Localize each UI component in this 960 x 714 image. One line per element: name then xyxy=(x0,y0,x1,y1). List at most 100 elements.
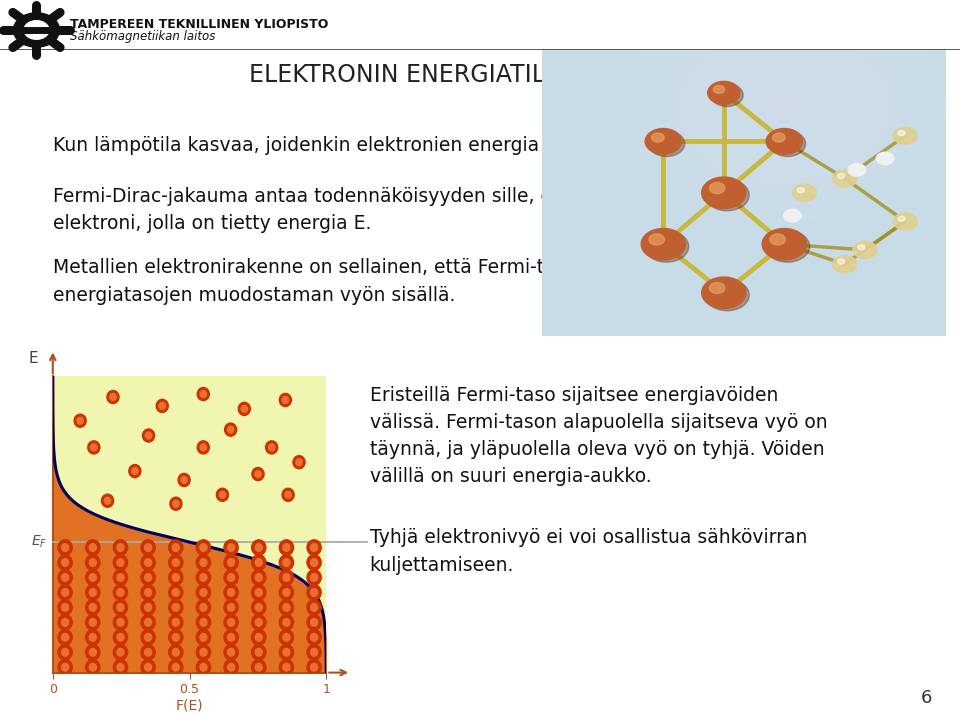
Circle shape xyxy=(837,259,845,264)
Circle shape xyxy=(61,603,69,611)
Circle shape xyxy=(255,558,262,566)
Circle shape xyxy=(200,618,207,626)
Circle shape xyxy=(117,618,124,626)
Circle shape xyxy=(85,660,100,675)
Circle shape xyxy=(169,540,183,555)
Circle shape xyxy=(255,573,262,581)
Circle shape xyxy=(228,588,234,596)
Circle shape xyxy=(145,588,152,596)
Circle shape xyxy=(762,228,806,260)
Circle shape xyxy=(228,618,234,626)
Circle shape xyxy=(169,630,183,645)
Circle shape xyxy=(792,184,817,201)
Circle shape xyxy=(652,133,664,142)
Circle shape xyxy=(172,543,180,551)
Circle shape xyxy=(282,396,289,403)
Circle shape xyxy=(145,573,152,581)
Circle shape xyxy=(172,603,180,611)
Circle shape xyxy=(113,540,128,555)
Circle shape xyxy=(255,648,262,656)
Circle shape xyxy=(310,558,318,566)
Circle shape xyxy=(252,585,266,600)
Circle shape xyxy=(172,588,180,596)
Circle shape xyxy=(61,543,69,551)
Circle shape xyxy=(310,588,318,596)
Circle shape xyxy=(113,585,128,600)
Circle shape xyxy=(169,570,183,585)
Circle shape xyxy=(283,663,290,671)
Circle shape xyxy=(241,406,248,413)
Circle shape xyxy=(219,491,226,498)
Circle shape xyxy=(279,393,292,406)
Circle shape xyxy=(310,573,318,581)
Circle shape xyxy=(254,471,261,478)
Circle shape xyxy=(142,429,155,442)
Circle shape xyxy=(58,645,72,660)
Circle shape xyxy=(224,660,238,675)
Circle shape xyxy=(310,543,318,551)
Circle shape xyxy=(61,633,69,641)
Circle shape xyxy=(61,588,69,596)
Circle shape xyxy=(283,588,290,596)
Circle shape xyxy=(89,588,96,596)
Circle shape xyxy=(117,558,124,566)
Circle shape xyxy=(255,663,262,671)
Circle shape xyxy=(173,501,180,507)
Circle shape xyxy=(228,603,234,611)
Circle shape xyxy=(255,543,262,551)
Circle shape xyxy=(644,231,688,262)
Circle shape xyxy=(196,630,210,645)
Circle shape xyxy=(58,630,72,645)
Circle shape xyxy=(113,600,128,615)
Circle shape xyxy=(89,573,96,581)
Circle shape xyxy=(196,660,210,675)
Circle shape xyxy=(169,660,183,675)
Circle shape xyxy=(113,630,128,645)
Circle shape xyxy=(283,603,290,611)
Circle shape xyxy=(172,633,180,641)
Circle shape xyxy=(179,473,190,486)
Circle shape xyxy=(61,663,69,671)
Circle shape xyxy=(141,585,156,600)
Circle shape xyxy=(708,81,740,104)
Circle shape xyxy=(117,588,124,596)
Text: $E_F$: $E_F$ xyxy=(31,534,47,550)
Circle shape xyxy=(117,648,124,656)
Circle shape xyxy=(705,279,749,311)
Circle shape xyxy=(85,540,100,555)
Circle shape xyxy=(145,663,152,671)
Text: Sähkömagnetiikan laitos: Sähkömagnetiikan laitos xyxy=(70,30,215,43)
Circle shape xyxy=(85,615,100,630)
Circle shape xyxy=(109,393,116,401)
Circle shape xyxy=(224,630,238,645)
Circle shape xyxy=(224,585,238,600)
Circle shape xyxy=(837,174,845,178)
Circle shape xyxy=(783,209,802,222)
Circle shape xyxy=(141,660,156,675)
Circle shape xyxy=(770,234,785,245)
Circle shape xyxy=(296,458,302,466)
Circle shape xyxy=(141,645,156,660)
Circle shape xyxy=(172,573,180,581)
Circle shape xyxy=(283,558,290,566)
Circle shape xyxy=(225,423,237,436)
Circle shape xyxy=(58,540,72,555)
Circle shape xyxy=(180,476,187,483)
Circle shape xyxy=(702,177,746,208)
Circle shape xyxy=(283,633,290,641)
Text: Metallien elektronirakenne on sellainen, että Fermi-taso sijaitsee sallittujen
e: Metallien elektronirakenne on sellainen,… xyxy=(53,258,757,305)
Circle shape xyxy=(307,555,322,570)
Circle shape xyxy=(702,277,746,308)
Circle shape xyxy=(170,497,182,511)
Circle shape xyxy=(252,540,266,555)
Circle shape xyxy=(77,417,84,424)
Circle shape xyxy=(87,441,100,454)
Circle shape xyxy=(200,648,207,656)
Circle shape xyxy=(269,444,275,451)
Circle shape xyxy=(224,600,238,615)
Circle shape xyxy=(169,555,183,570)
Circle shape xyxy=(310,603,318,611)
Circle shape xyxy=(141,600,156,615)
Circle shape xyxy=(141,555,156,570)
Circle shape xyxy=(252,645,266,660)
